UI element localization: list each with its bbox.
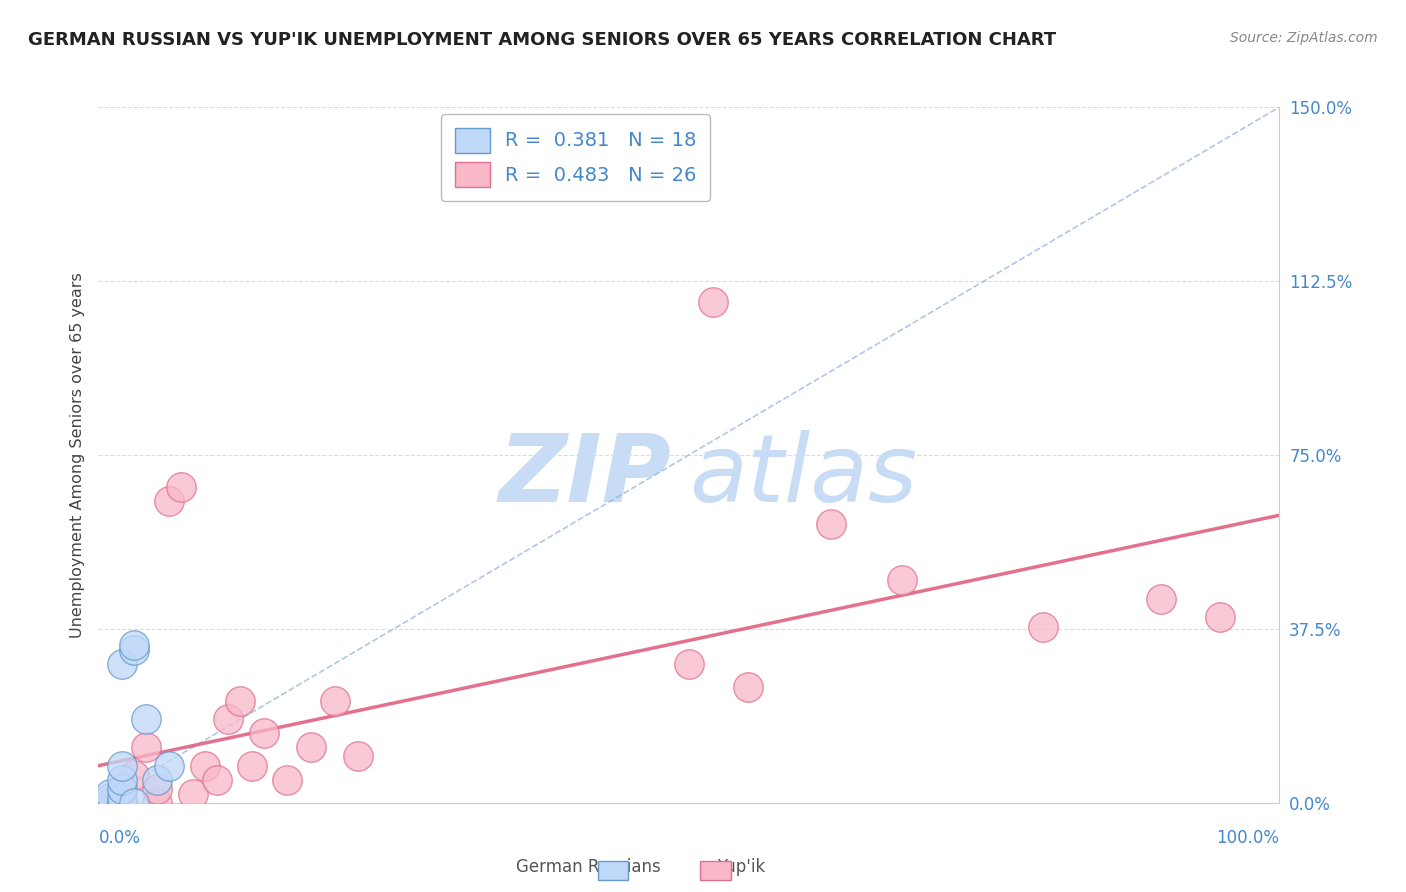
Point (111, 791, 134, 805)
Point (111, 781, 134, 796)
Point (122, 796, 145, 810)
Point (122, 642, 145, 657)
Point (276, 772, 298, 787)
Point (146, 772, 169, 787)
Point (135, 740, 157, 755)
Point (111, 758, 134, 772)
Point (98, 796, 121, 810)
Point (820, 517, 842, 532)
Point (253, 726, 276, 740)
Point (122, 768, 145, 782)
Point (111, 772, 134, 787)
Point (1150, 591, 1173, 606)
Text: ZIP: ZIP (498, 430, 671, 522)
Point (146, 796, 169, 810)
Point (122, 638, 145, 652)
Point (890, 573, 912, 587)
Point (217, 712, 239, 726)
Point (205, 772, 228, 787)
Point (229, 694, 252, 708)
Point (111, 796, 134, 810)
Point (98, 791, 121, 805)
Legend: R =  0.381   N = 18, R =  0.483   N = 26: R = 0.381 N = 18, R = 0.483 N = 26 (441, 114, 710, 201)
Text: 100.0%: 100.0% (1216, 829, 1279, 847)
Text: GERMAN RUSSIAN VS YUP'IK UNEMPLOYMENT AMONG SENIORS OVER 65 YEARS CORRELATION CH: GERMAN RUSSIAN VS YUP'IK UNEMPLOYMENT AM… (28, 31, 1056, 49)
Point (170, 480, 193, 494)
Point (146, 781, 169, 796)
Point (1032, 619, 1054, 633)
Point (111, 781, 134, 796)
Point (737, 680, 759, 694)
Point (1209, 610, 1232, 624)
Point (240, 758, 263, 772)
Point (157, 758, 180, 772)
Point (98, 796, 121, 810)
Point (135, 712, 157, 726)
Point (323, 694, 346, 708)
Text: Source: ZipAtlas.com: Source: ZipAtlas.com (1230, 31, 1378, 45)
Point (98, 796, 121, 810)
Text: atlas: atlas (689, 430, 917, 521)
Text: German Russians: German Russians (516, 858, 661, 876)
Point (299, 740, 322, 755)
Point (111, 657, 134, 671)
Point (157, 494, 180, 508)
Point (678, 657, 700, 671)
Point (181, 787, 204, 801)
Text: Yup'ik: Yup'ik (717, 858, 765, 876)
Point (194, 758, 217, 772)
Point (702, 294, 724, 309)
Y-axis label: Unemployment Among Seniors over 65 years: Unemployment Among Seniors over 65 years (69, 272, 84, 638)
Point (111, 796, 134, 810)
Text: 0.0%: 0.0% (98, 829, 141, 847)
Point (347, 749, 370, 764)
Point (98, 787, 121, 801)
